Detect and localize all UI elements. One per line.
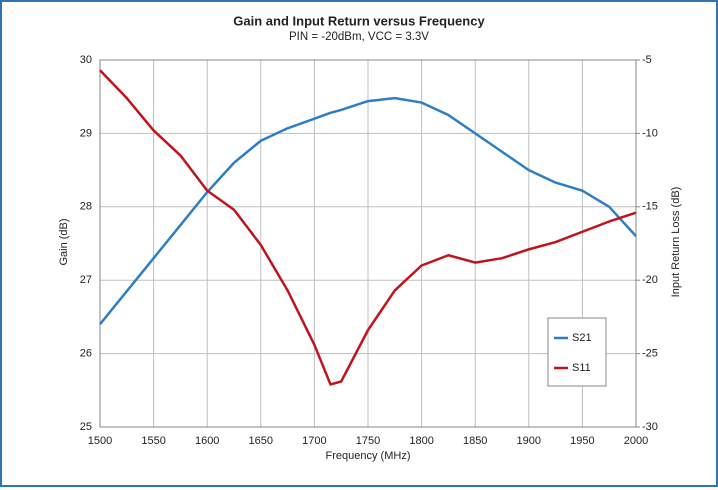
y-tick-label: 27: [80, 274, 92, 286]
y2-tick-label: -25: [642, 348, 658, 360]
x-tick-label: 1500: [88, 435, 112, 447]
x-tick-label: 1550: [141, 435, 165, 447]
y-tick-label: 26: [80, 348, 92, 360]
y2-tick-label: -5: [642, 54, 652, 66]
x-tick-label: 1600: [195, 435, 219, 447]
y-tick-label: 28: [80, 201, 92, 213]
series-line: [99, 96, 637, 326]
chart-title: Gain and Input Return versus Frequency: [233, 13, 485, 28]
x-tick-label: 1750: [356, 435, 380, 447]
y2-tick-label: -15: [642, 201, 658, 213]
y2-axis-label: Input Return Loss (dB): [670, 187, 682, 298]
x-axis-label: Frequency (MHz): [326, 450, 411, 462]
x-tick-label: 1700: [302, 435, 326, 447]
y-tick-label: 25: [80, 421, 92, 433]
y-tick-label: 30: [80, 54, 92, 66]
series-line: [99, 69, 637, 386]
x-tick-label: 2000: [624, 435, 648, 447]
x-tick-label: 1850: [463, 435, 487, 447]
plot-border: [99, 59, 637, 428]
x-tick-label: 1800: [409, 435, 433, 447]
legend-box: [547, 317, 607, 387]
legend-label: S21: [572, 332, 592, 344]
y-axis-label: Gain (dB): [58, 218, 70, 265]
y2-tick-label: -30: [642, 421, 658, 433]
y-tick-label: 29: [80, 127, 92, 139]
legend-label: S11: [572, 362, 591, 374]
x-tick-label: 1650: [249, 435, 273, 447]
y2-tick-label: -20: [642, 274, 658, 286]
x-tick-label: 1950: [570, 435, 594, 447]
y2-tick-label: -10: [642, 127, 658, 139]
chart-subtitle: PIN = -20dBm, VCC = 3.3V: [289, 31, 429, 43]
x-tick-label: 1900: [517, 435, 541, 447]
